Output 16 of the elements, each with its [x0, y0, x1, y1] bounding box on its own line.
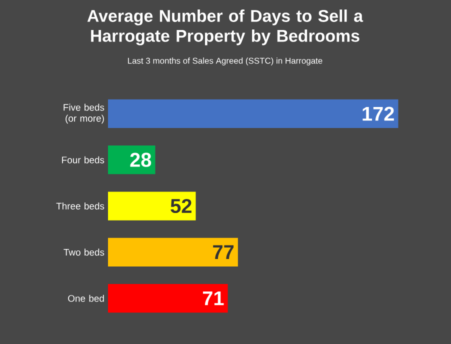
data-label: 52 [170, 198, 192, 214]
bar [108, 99, 398, 128]
chart-title: Average Number of Days to Sell a Harrogate Property by Bedrooms [87, 10, 364, 46]
data-label: 71 [202, 291, 224, 306]
y-tick-label: Three beds [56, 202, 104, 210]
chart-subtitle: Last 3 months of Sales Agreed (SSTC) in Harrogate [128, 58, 322, 66]
bar [108, 284, 228, 313]
data-label: 28 [130, 152, 152, 167]
data-label: 77 [213, 245, 234, 260]
y-tick-label: One bed [68, 294, 104, 302]
data-label: 172 [362, 106, 394, 121]
bar [108, 192, 196, 220]
y-tick-label: Five beds (or more) [64, 104, 104, 124]
y-tick-label: Four beds [62, 156, 104, 164]
bar [108, 238, 238, 266]
y-tick-label: Two beds [64, 248, 104, 256]
